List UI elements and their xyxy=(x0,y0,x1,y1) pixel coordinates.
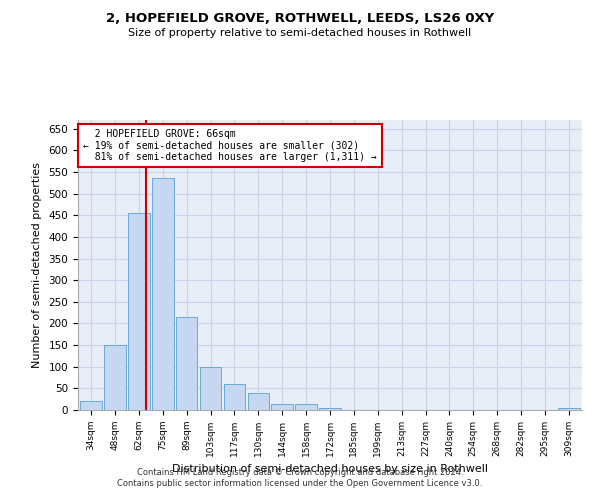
Bar xyxy=(80,402,102,410)
Bar xyxy=(295,404,317,410)
Bar xyxy=(248,392,269,410)
Bar xyxy=(104,345,126,410)
Bar xyxy=(271,404,293,410)
Bar xyxy=(224,384,245,410)
Bar xyxy=(319,408,341,410)
Bar xyxy=(200,366,221,410)
Y-axis label: Number of semi-detached properties: Number of semi-detached properties xyxy=(32,162,41,368)
X-axis label: Distribution of semi-detached houses by size in Rothwell: Distribution of semi-detached houses by … xyxy=(172,464,488,474)
Text: 2, HOPEFIELD GROVE, ROTHWELL, LEEDS, LS26 0XY: 2, HOPEFIELD GROVE, ROTHWELL, LEEDS, LS2… xyxy=(106,12,494,26)
Text: Contains HM Land Registry data © Crown copyright and database right 2024.
Contai: Contains HM Land Registry data © Crown c… xyxy=(118,468,482,487)
Text: Size of property relative to semi-detached houses in Rothwell: Size of property relative to semi-detach… xyxy=(128,28,472,38)
Bar xyxy=(176,317,197,410)
Text: 2 HOPEFIELD GROVE: 66sqm
← 19% of semi-detached houses are smaller (302)
  81% o: 2 HOPEFIELD GROVE: 66sqm ← 19% of semi-d… xyxy=(83,128,377,162)
Bar xyxy=(558,408,580,410)
Bar xyxy=(128,213,149,410)
Bar xyxy=(152,178,173,410)
